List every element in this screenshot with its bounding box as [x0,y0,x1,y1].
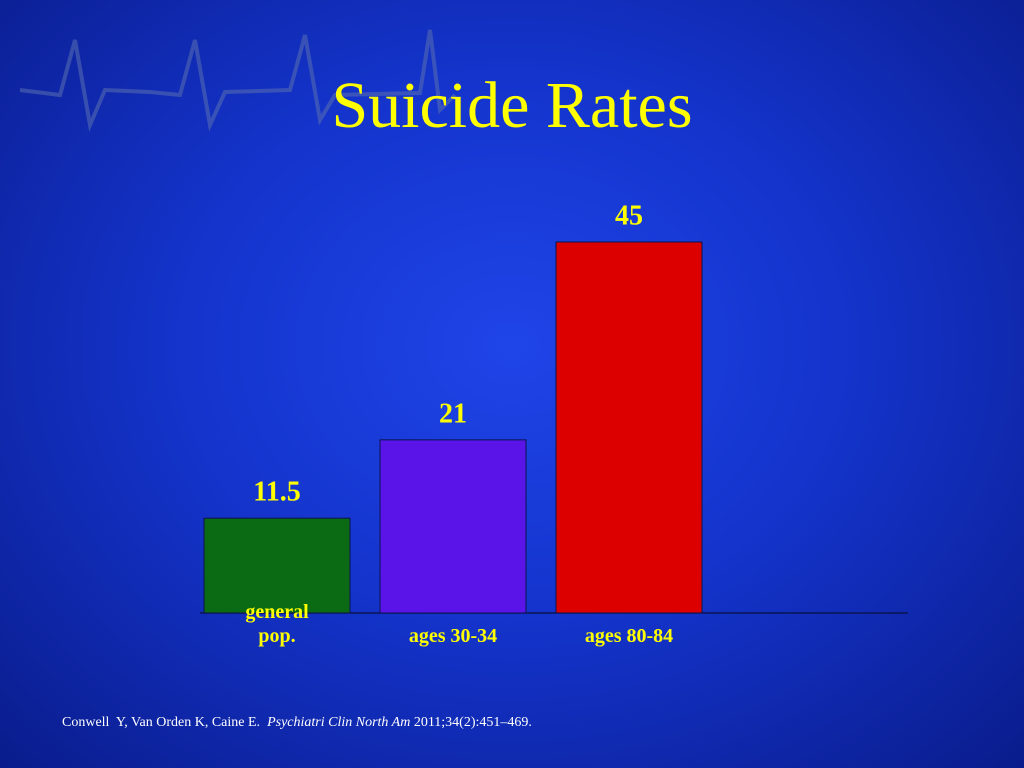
bar [203,517,351,614]
value-label: 11.5 [253,477,300,508]
chart-title: Suicide Rates [331,69,692,142]
x-tick-label: ages 30-34 [408,625,498,647]
value-label: 21 [439,398,467,429]
citation: Conwell Y, Van Orden K, Caine E. Psychia… [62,715,532,731]
citation-authors: Conwell Y, Van Orden K, Caine E. [62,715,261,730]
bar [379,439,527,614]
x-tick-label: general pop. [245,601,309,647]
bar [555,241,703,614]
x-tick-label: ages 80-84 [584,625,674,647]
decoration [19,29,457,132]
value-label: 45 [615,200,643,231]
citation-journal: Psychiatri Clin North Am [267,715,411,730]
citation-details: 2011;34(2):451–469. [413,715,532,730]
